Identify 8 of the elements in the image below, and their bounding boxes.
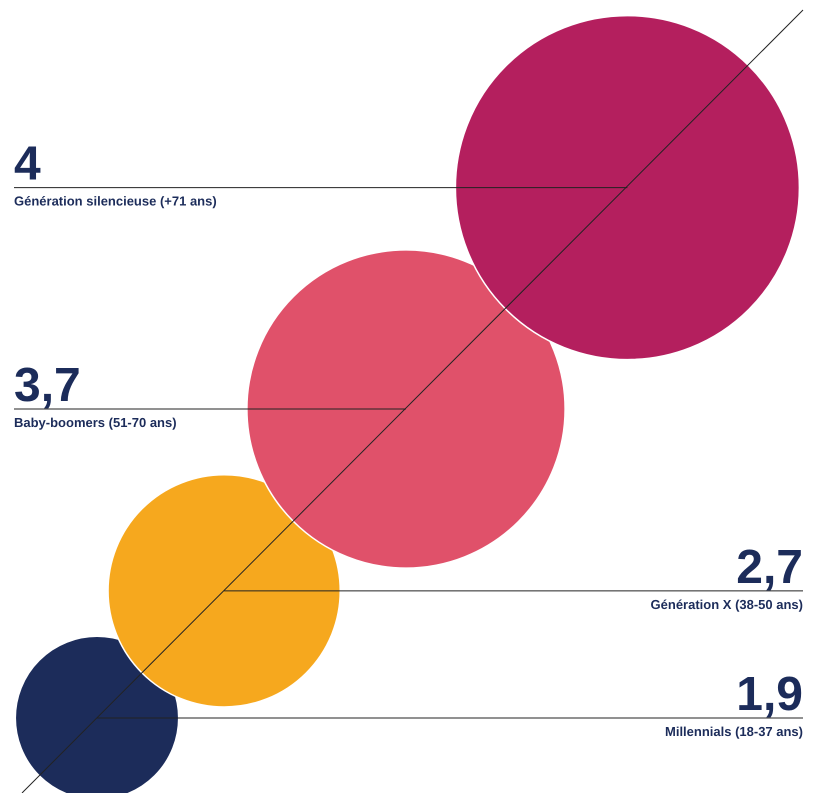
data-label: 4 (14, 138, 41, 191)
data-label: 2,7 (736, 540, 803, 594)
category-label: Millennials (18-37 ans) (665, 724, 803, 739)
category-label: Génération X (38-50 ans) (650, 596, 803, 612)
data-label: 3,7 (14, 358, 81, 412)
data-label: 1,9 (736, 668, 803, 721)
category-label: Génération silencieuse (+71 ans) (14, 194, 217, 209)
category-label: Baby-boomers (51-70 ans) (14, 414, 177, 430)
